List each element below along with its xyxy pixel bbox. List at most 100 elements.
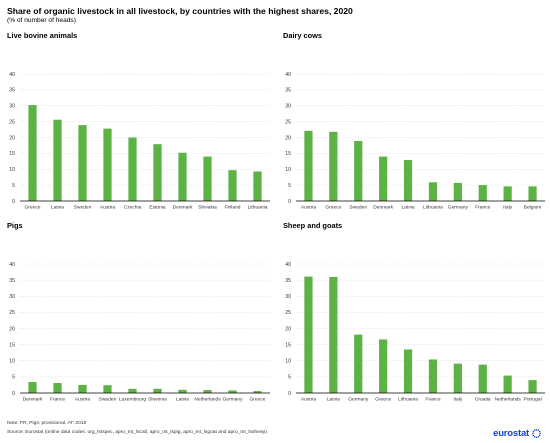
y-tick-label: 0 — [288, 391, 291, 397]
x-tick-label: Latvia — [402, 205, 415, 211]
eu-stars-icon — [532, 429, 541, 438]
y-tick-label: 25 — [9, 119, 15, 125]
x-tick-label: Germany — [222, 397, 243, 403]
y-tick-label: 25 — [9, 310, 15, 316]
chart-title: Share of organic livestock in all livest… — [7, 6, 353, 16]
eurostat-logo: eurostat — [493, 428, 542, 439]
y-tick-label: 25 — [285, 310, 291, 316]
bar-slovenia — [153, 388, 162, 393]
bar-lithuania — [253, 171, 262, 201]
y-tick-label: 15 — [285, 151, 291, 157]
x-tick-label: Latvia — [327, 397, 340, 403]
y-tick-label: 0 — [12, 199, 15, 205]
x-tick-label: Austria — [75, 397, 91, 403]
x-tick-label: Sweden — [99, 397, 117, 403]
x-tick-label: Denmark — [23, 397, 43, 403]
x-tick-label: Denmark — [173, 205, 193, 211]
y-tick-label: 35 — [9, 88, 15, 94]
bar-luxembourg — [128, 388, 137, 393]
bar-france — [428, 359, 438, 393]
x-tick-label: Slovakia — [198, 205, 217, 211]
x-tick-label: France — [475, 205, 491, 211]
x-tick-label: Belgium — [524, 205, 542, 211]
x-tick-label: Greece — [24, 205, 40, 211]
x-tick-label: Lithuania — [248, 205, 268, 211]
bar-latvia — [329, 276, 338, 393]
x-tick-label: Austria — [301, 397, 317, 403]
y-tick-label: 15 — [285, 342, 291, 348]
bar-latvia — [403, 160, 413, 201]
panel-title: Dairy cows — [283, 31, 322, 40]
x-tick-label: Luxembourg — [119, 397, 146, 403]
panel-title: Sheep and goats — [283, 221, 342, 230]
bar-italy — [503, 186, 512, 201]
x-tick-label: Lithuania — [398, 397, 418, 403]
bar-austria — [304, 276, 313, 393]
y-tick-label: 40 — [9, 72, 15, 78]
x-tick-label: Greece — [325, 205, 341, 211]
x-tick-label: Latvia — [176, 397, 189, 403]
x-tick-label: Sweden — [349, 205, 367, 211]
x-tick-label: France — [425, 397, 441, 403]
y-tick-label: 40 — [9, 262, 15, 268]
x-tick-label: Denmark — [373, 205, 393, 211]
y-tick-label: 40 — [285, 72, 291, 78]
bar-latvia — [178, 389, 187, 393]
chart-panel-1: Live bovine animals 0 5 10 15 20 25 30 35 40 Greec… — [7, 31, 270, 211]
chart-panel-2: Dairy cows 0 5 10 15 20 25 30 35 40 Austria Greece S… — [283, 31, 545, 211]
y-tick-label: 35 — [9, 278, 15, 284]
footnote: Note: FR, Pigs: provisional. AT: 2019 — [7, 421, 87, 426]
bar-france — [53, 383, 62, 393]
logo-text: eurostat — [493, 428, 529, 439]
bar-sweden — [78, 125, 87, 201]
y-tick-label: 20 — [9, 135, 15, 141]
y-tick-label: 15 — [9, 151, 15, 157]
bar-finland — [228, 170, 237, 201]
bar-slovakia — [203, 156, 212, 201]
y-tick-label: 35 — [285, 88, 291, 94]
y-tick-label: 30 — [9, 294, 15, 300]
bar-greece — [253, 391, 262, 393]
bar-netherlands — [203, 390, 212, 393]
bar-germany — [354, 334, 363, 393]
x-tick-label: Austria — [100, 205, 116, 211]
y-tick-label: 10 — [285, 359, 291, 365]
y-tick-label: 0 — [12, 391, 15, 397]
panel-title: Pigs — [7, 221, 23, 230]
y-tick-label: 5 — [288, 183, 291, 189]
x-tick-label: Finland — [224, 205, 240, 211]
y-tick-label: 5 — [12, 375, 15, 381]
bar-germany — [228, 390, 237, 393]
y-tick-label: 10 — [9, 167, 15, 173]
y-tick-label: 25 — [285, 119, 291, 125]
bar-denmark — [178, 152, 187, 201]
chart-subtitle: (% of number of heads) — [7, 17, 76, 24]
x-tick-label: Greece — [375, 397, 391, 403]
y-tick-label: 15 — [9, 342, 15, 348]
y-tick-label: 40 — [285, 262, 291, 268]
bar-sweden — [354, 140, 363, 201]
bar-denmark — [379, 156, 388, 201]
chart-panel-3: Pigs 0 5 10 15 20 25 30 35 40 Denmark France Austria… — [7, 221, 270, 403]
bar-czechia — [128, 137, 137, 201]
x-tick-label: Germany — [348, 397, 369, 403]
bar-denmark — [28, 382, 37, 393]
bar-netherlands — [503, 375, 512, 393]
x-tick-label: Austria — [301, 205, 317, 211]
x-tick-label: Greece — [249, 397, 265, 403]
bar-latvia — [53, 119, 62, 201]
y-tick-label: 30 — [285, 294, 291, 300]
x-tick-label: Portugal — [523, 397, 541, 403]
chart-panel-4: Sheep and goats 0 5 10 15 20 25 30 35 40 Austria La… — [283, 221, 545, 403]
source-note: Source: Eurostat (online data codes: org… — [7, 430, 267, 435]
bar-sweden — [103, 385, 112, 393]
y-tick-label: 30 — [9, 104, 15, 110]
y-tick-label: 0 — [288, 199, 291, 205]
bar-greece — [329, 131, 338, 201]
x-tick-label: France — [50, 397, 66, 403]
y-tick-label: 20 — [285, 326, 291, 332]
bar-lithuania — [403, 349, 413, 393]
x-tick-label: Slovenia — [148, 397, 167, 403]
bar-italy — [453, 363, 462, 393]
